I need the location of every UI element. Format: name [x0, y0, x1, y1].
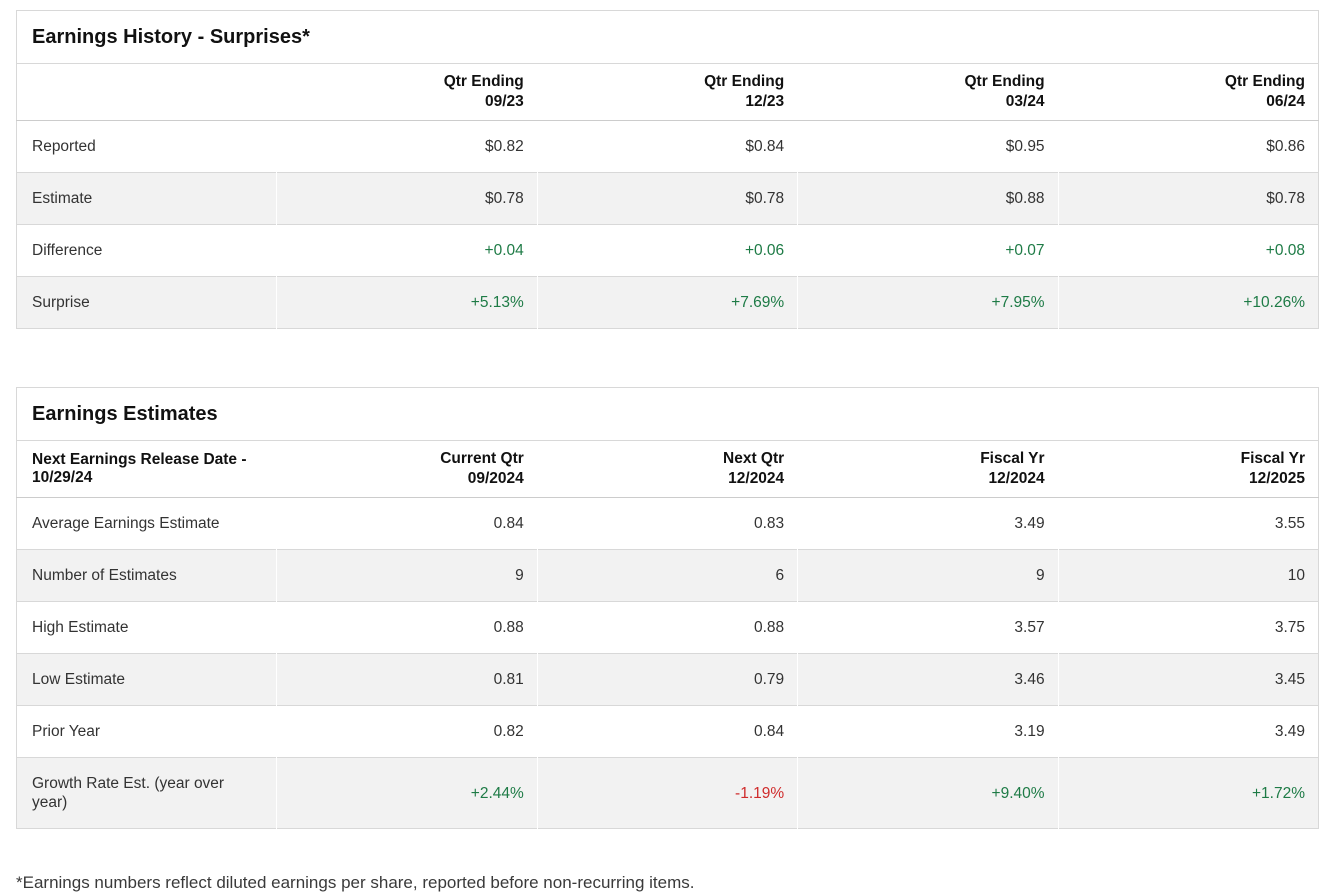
- col-header-fiscal-yr-2025: Fiscal Yr 12/2025: [1057, 440, 1319, 498]
- value-cell: 9: [797, 549, 1059, 602]
- col-header-line1: Qtr Ending: [964, 73, 1045, 90]
- row-label: Reported: [32, 138, 96, 155]
- col-header-line1: Next Qtr: [723, 450, 785, 467]
- value-cell: 9: [276, 549, 538, 602]
- col-header-line2: 06/24: [1266, 93, 1305, 110]
- row-label: Surprise: [16, 276, 277, 329]
- value-cell: +2.44%: [276, 757, 538, 829]
- value-cell: 10: [1057, 549, 1319, 602]
- col-header-current-qtr: Current Qtr 09/2024: [276, 440, 538, 498]
- row-label: Number of Estimates: [16, 549, 277, 602]
- col-header-line1: Qtr Ending: [443, 73, 524, 90]
- col-header-next-qtr: Next Qtr 12/2024: [536, 440, 798, 498]
- value-cell: +1.72%: [1057, 757, 1319, 829]
- col-header-line1: Qtr Ending: [1224, 73, 1305, 90]
- col-header-line2: 12/2025: [1248, 470, 1305, 487]
- row-label: Prior Year: [16, 705, 277, 758]
- value-cell: $0.88: [797, 172, 1059, 225]
- value-cell: $0.95: [797, 120, 1059, 173]
- row-label: Low Estimate: [16, 653, 277, 706]
- col-header-qtr-0324: Qtr Ending 03/24: [797, 63, 1059, 121]
- earnings-history-title: Earnings History - Surprises*: [16, 10, 1319, 64]
- value-cell: +9.40%: [797, 757, 1059, 829]
- value-cell: 0.84: [536, 705, 798, 758]
- col-header-qtr-1223: Qtr Ending 12/23: [536, 63, 798, 121]
- value-cell: 0.88: [536, 601, 798, 654]
- value-cell: $0.86: [1057, 120, 1319, 173]
- earnings-estimates-title: Earnings Estimates: [16, 387, 1319, 441]
- row-label: Difference: [16, 224, 277, 277]
- earnings-estimates-table: Earnings Estimates Next Earnings Release…: [16, 387, 1319, 829]
- value-cell: 0.81: [276, 653, 538, 706]
- row-label: Average Earnings Estimate: [32, 515, 220, 532]
- value-cell: -1.19%: [536, 757, 798, 829]
- table-row-difference: Difference +0.04 +0.06 +0.07 +0.08: [16, 224, 1319, 277]
- col-header-line1: Fiscal Yr: [980, 450, 1045, 467]
- earnings-history-table: Earnings History - Surprises* Qtr Ending…: [16, 10, 1319, 329]
- table-row-low-estimate: Low Estimate 0.81 0.79 3.46 3.45: [16, 653, 1319, 706]
- value-cell: +7.69%: [536, 276, 798, 329]
- next-earnings-release-date: Next Earnings Release Date - 10/29/24: [16, 440, 277, 498]
- value-cell: $0.82: [276, 120, 538, 173]
- value-cell: 3.49: [797, 497, 1059, 550]
- table-row-reported: Reported $0.82 $0.84 $0.95 $0.86: [17, 120, 1319, 173]
- table-title-row: Earnings History - Surprises*: [16, 10, 1319, 64]
- table-row-growth-rate-est: Growth Rate Est. (year over year) +2.44%…: [16, 757, 1319, 829]
- value-cell: +7.95%: [797, 276, 1059, 329]
- value-cell: $0.84: [536, 120, 798, 173]
- value-cell: +0.07: [797, 224, 1059, 277]
- value-cell: +10.26%: [1057, 276, 1319, 329]
- row-label: Growth Rate Est. (year over year): [16, 757, 277, 829]
- value-cell: 0.79: [536, 653, 798, 706]
- col-header-line2: 12/2024: [988, 470, 1045, 487]
- value-cell: 0.84: [276, 497, 538, 550]
- row-label: Estimate: [16, 172, 277, 225]
- value-cell: $0.78: [536, 172, 798, 225]
- value-cell: 3.19: [797, 705, 1059, 758]
- row-label: High Estimate: [16, 601, 277, 654]
- col-header-qtr-0624: Qtr Ending 06/24: [1057, 63, 1319, 121]
- col-header-line2: 12/23: [745, 93, 785, 110]
- value-cell: 6: [536, 549, 798, 602]
- value-cell: 3.75: [1057, 601, 1319, 654]
- table-title-row: Earnings Estimates: [16, 387, 1319, 441]
- col-header-line2: 12/2024: [728, 470, 785, 487]
- table-row-high-estimate: High Estimate 0.88 0.88 3.57 3.75: [16, 601, 1319, 654]
- value-cell: $0.78: [1057, 172, 1319, 225]
- column-header-row: Qtr Ending 09/23 Qtr Ending 12/23 Qtr En…: [16, 63, 1319, 121]
- table-row-average-earnings-estimate: Average Earnings Estimate 0.84 0.83 3.49…: [17, 497, 1319, 550]
- footnote: *Earnings numbers reflect diluted earnin…: [16, 873, 695, 892]
- value-cell: +0.06: [536, 224, 798, 277]
- col-header-qtr-0923: Qtr Ending 09/23: [276, 63, 538, 121]
- col-header-line2: 09/23: [484, 93, 524, 110]
- value-cell: 0.83: [536, 497, 798, 550]
- value-cell: 3.57: [797, 601, 1059, 654]
- value-cell: 3.45: [1057, 653, 1319, 706]
- col-header-line2: 09/2024: [467, 470, 524, 487]
- column-header-row: Next Earnings Release Date - 10/29/24 Cu…: [16, 440, 1319, 498]
- table-row-prior-year: Prior Year 0.82 0.84 3.19 3.49: [16, 705, 1319, 758]
- value-cell: 3.55: [1057, 497, 1319, 550]
- value-cell: 0.82: [276, 705, 538, 758]
- value-cell: +5.13%: [276, 276, 538, 329]
- col-header-line1: Fiscal Yr: [1240, 450, 1305, 467]
- table-row-surprise: Surprise +5.13% +7.69% +7.95% +10.26%: [16, 276, 1319, 329]
- col-header-line1: Qtr Ending: [704, 73, 785, 90]
- col-header-fiscal-yr-2024: Fiscal Yr 12/2024: [797, 440, 1059, 498]
- value-cell: 3.49: [1057, 705, 1319, 758]
- col-header-line2: 03/24: [1005, 93, 1045, 110]
- value-cell: 0.88: [276, 601, 538, 654]
- value-cell: 3.46: [797, 653, 1059, 706]
- value-cell: +0.04: [276, 224, 538, 277]
- header-spacer: [16, 63, 277, 121]
- table-row-estimate: Estimate $0.78 $0.78 $0.88 $0.78: [16, 172, 1319, 225]
- value-cell: $0.78: [276, 172, 538, 225]
- value-cell: +0.08: [1057, 224, 1319, 277]
- table-row-number-of-estimates: Number of Estimates 9 6 9 10: [16, 549, 1319, 602]
- col-header-line1: Current Qtr: [440, 450, 524, 467]
